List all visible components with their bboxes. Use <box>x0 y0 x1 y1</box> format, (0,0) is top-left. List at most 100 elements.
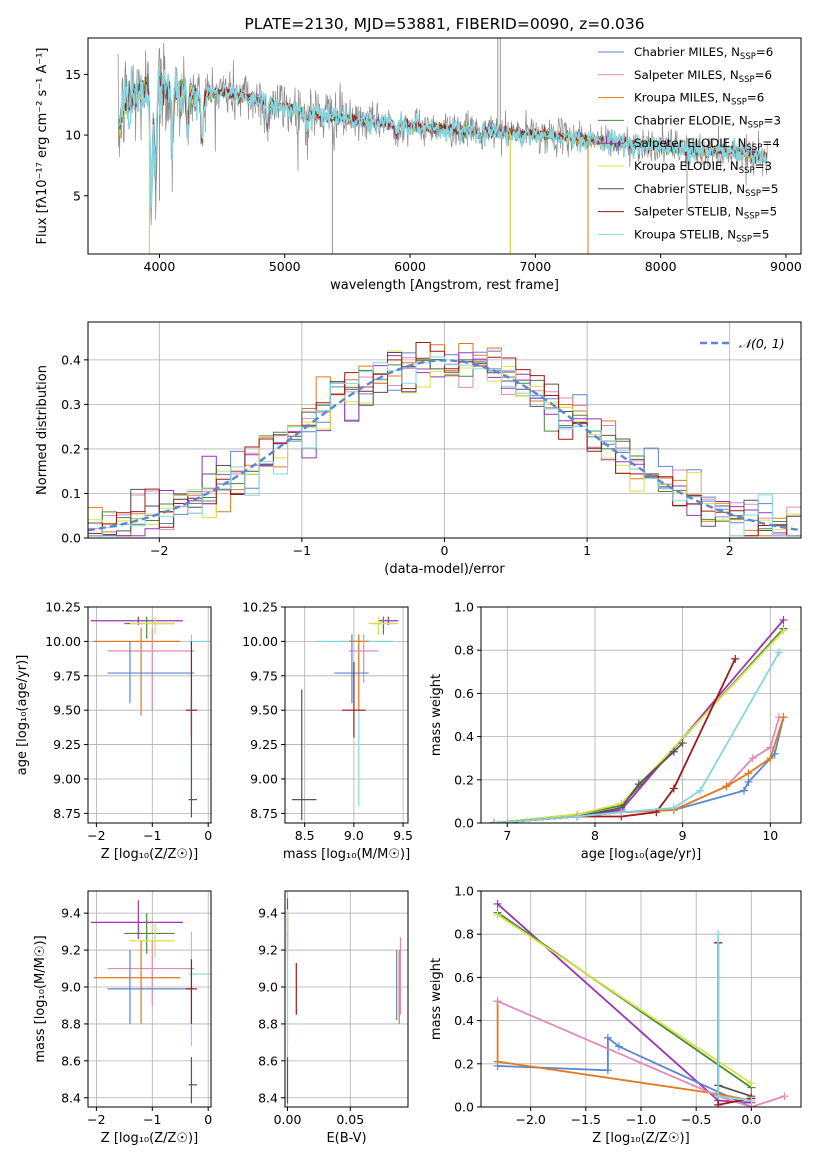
spectrum-plot-area <box>117 38 768 254</box>
series-marker <box>714 1092 723 1101</box>
age-vs-z-frame <box>87 606 212 824</box>
massweight-vs-age-series-salp-elodie <box>490 615 788 823</box>
mass-vs-z-point-chab-miles <box>107 950 195 1024</box>
spectrum-frame <box>87 37 802 255</box>
series-marker <box>747 1096 756 1105</box>
massweight-vs-age-series-krou-elodie <box>490 626 788 823</box>
mass-vs-ebv-ytick-label: 8.8 <box>258 1016 278 1031</box>
series-marker <box>744 777 753 786</box>
spectrum-legend-entry: Salpeter ELODIE, NSSP=4 <box>598 136 780 153</box>
age-vs-z-ytick-label: 9.50 <box>53 703 81 718</box>
massweight-vs-z-xlabel: Z [log₁₀(Z/Z☉)] <box>592 1131 689 1146</box>
massweight-vs-z-ytick-label: 0.8 <box>454 927 474 942</box>
spectrum-legend-label: Salpeter STELIB, NSSP=5 <box>634 205 777 222</box>
age-vs-metallicity-panel: −2 −1 0 8.75 9.00 9.25 9.50 9.75 10.00 10.25 Z [lo… <box>15 600 212 863</box>
age-vs-mass-ytick-label: 9.25 <box>250 737 278 752</box>
massweight-vs-age-ytick-label: 0.8 <box>454 643 474 658</box>
age-vs-mass-point-krou-elodie <box>368 616 399 635</box>
series-line <box>497 911 752 1089</box>
massweight-vs-age-xtick-label: 8 <box>591 828 599 843</box>
age-vs-z-ytick-label: 9.00 <box>53 771 81 786</box>
age-vs-mass-ytick-label: 9.50 <box>250 703 278 718</box>
massweight-vs-age-ytick-label: 1.0 <box>454 600 474 615</box>
residuals-panel: −2 −1 0 1 2 0.0 0.1 0.2 0.3 0.4 (data-model)/error… <box>35 321 802 577</box>
series-line <box>494 651 780 823</box>
age-vs-z-xtick-label: 0 <box>204 828 212 843</box>
series-marker <box>779 615 788 624</box>
spectrum-legend-entry: Kroupa MILES, NSSP=6 <box>598 91 764 108</box>
series-marker <box>603 1033 612 1042</box>
massweight-vs-age-frame <box>480 606 802 824</box>
series-line <box>494 716 785 823</box>
spectrum-legend-entry: Chabrier STELIB, NSSP=5 <box>598 182 778 199</box>
spectrum-xtick-label: 5000 <box>269 259 301 274</box>
series-line <box>494 627 785 823</box>
spectrum-panel: 4000 5000 6000 7000 8000 9000 5 10 15 wavelength … <box>35 15 802 293</box>
age-vs-z-ytick-label: 10.00 <box>45 634 81 649</box>
series-marker <box>634 780 643 789</box>
spectrum-ytick-label: 10 <box>65 128 81 143</box>
age-vs-mass-point-krou-stelib <box>316 634 394 807</box>
spectrum-ylabel: Flux [fλ10⁻¹⁷ erg cm⁻² s⁻¹ A⁻¹] <box>35 48 50 245</box>
residuals-plot-area <box>88 342 801 537</box>
series-marker <box>779 626 788 635</box>
spectrum-legend-label: Kroupa STELIB, NSSP=5 <box>634 227 769 244</box>
mass-vs-z-point-salp-stelib <box>185 959 198 1024</box>
spectrum-model-line-krou-stelib <box>118 66 768 208</box>
massweight-vs-z-ytick-label: 0.4 <box>454 1013 474 1028</box>
massweight-vs-z-ytick-label: 0.0 <box>454 1100 474 1115</box>
age-vs-mass-ytick-label: 8.75 <box>250 806 278 821</box>
age-vs-z-ytick-label: 9.25 <box>53 737 81 752</box>
massweight-vs-age-xtick-label: 7 <box>503 828 511 843</box>
series-marker <box>714 930 723 939</box>
series-marker <box>493 910 502 919</box>
spectrum-legend-label: Chabrier STELIB, NSSP=5 <box>634 182 778 199</box>
mass-vs-z-point-krou-miles <box>93 940 181 1024</box>
mass-vs-z-ytick-label: 8.8 <box>61 1016 81 1031</box>
age-vs-mass-xlabel: mass [log₁₀(M/M☉)] <box>283 847 410 862</box>
series-marker <box>731 654 740 663</box>
mass-vs-ebv-frame <box>284 890 409 1108</box>
spectrum-legend-label: Chabrier MILES, NSSP=6 <box>634 45 773 62</box>
mass-vs-z-ytick-label: 8.6 <box>61 1053 81 1068</box>
massweight-vs-age-xtick-label: 10 <box>762 828 778 843</box>
spectrum-legend-entry: Chabrier MILES, NSSP=6 <box>598 45 773 62</box>
massweight-vs-metallicity-panel: −2.0 −1.5 −1.0 −0.5 0.0 0.0 0.2 0.4 0.6 0.8 1.0 Z [… <box>429 884 802 1146</box>
spectrum-legend-label: Kroupa ELODIE, NSSP=3 <box>634 159 772 176</box>
massweight-vs-age-ytick-label: 0.4 <box>454 729 474 744</box>
age-vs-mass-point-chab-stelib <box>291 689 317 821</box>
series-marker <box>747 1079 756 1088</box>
age-vs-mass-panel: 8.5 9.0 9.5 8.75 9.00 9.25 9.50 9.75 10.00 10.25 m… <box>242 600 413 863</box>
mass-vs-z-xtick-label: 0 <box>204 1112 212 1127</box>
mass-vs-z-xlabel: Z [log₁₀(Z/Z☉)] <box>101 1131 198 1146</box>
age-vs-mass-point-salp-stelib <box>342 662 366 738</box>
age-vs-z-xlabel: Z [log₁₀(Z/Z☉)] <box>101 847 198 862</box>
spectrum-legend-entry: Salpeter STELIB, NSSP=5 <box>598 205 777 222</box>
residuals-ytick-label: 0.2 <box>61 441 81 456</box>
series-line <box>494 716 785 823</box>
age-vs-z-point-chab-elodie <box>124 616 175 639</box>
mass-vs-ebv-xtick-label: 0.05 <box>336 1112 364 1127</box>
age-vs-mass-point-chab-elodie <box>373 616 394 635</box>
massweight-vs-age-series-chab-elodie <box>490 624 788 823</box>
series-line <box>494 716 780 823</box>
age-vs-z-point-krou-stelib <box>188 634 211 800</box>
residuals-ytick-label: 0.3 <box>61 397 81 412</box>
residuals-ytick-label: 0.4 <box>61 352 81 367</box>
residuals-xtick-label: 1 <box>583 543 591 558</box>
mass-vs-ebv-xtick-label: 0.00 <box>274 1112 302 1127</box>
massweight-vs-age-xlabel: age [log₁₀(age/yr)] <box>581 847 702 862</box>
age-vs-mass-plot-area <box>291 616 399 821</box>
spectrum-xlabel: wavelength [Angstrom, rest frame] <box>330 278 559 293</box>
spectrum-ytick-label: 15 <box>65 67 81 82</box>
massweight-vs-z-xtick-label: −1.5 <box>571 1112 601 1127</box>
mass-vs-ebv-plot-area <box>286 898 402 1104</box>
massweight-vs-z-series-krou-stelib <box>714 930 756 1105</box>
age-vs-mass-ytick-label: 10.25 <box>242 600 278 615</box>
series-marker <box>573 812 582 821</box>
mass-vs-ebv-ytick-label: 9.2 <box>258 943 278 958</box>
massweight-vs-z-series-chab-elodie <box>493 908 756 1092</box>
massweight-vs-age-plot-area <box>490 615 788 823</box>
series-marker <box>766 754 775 763</box>
